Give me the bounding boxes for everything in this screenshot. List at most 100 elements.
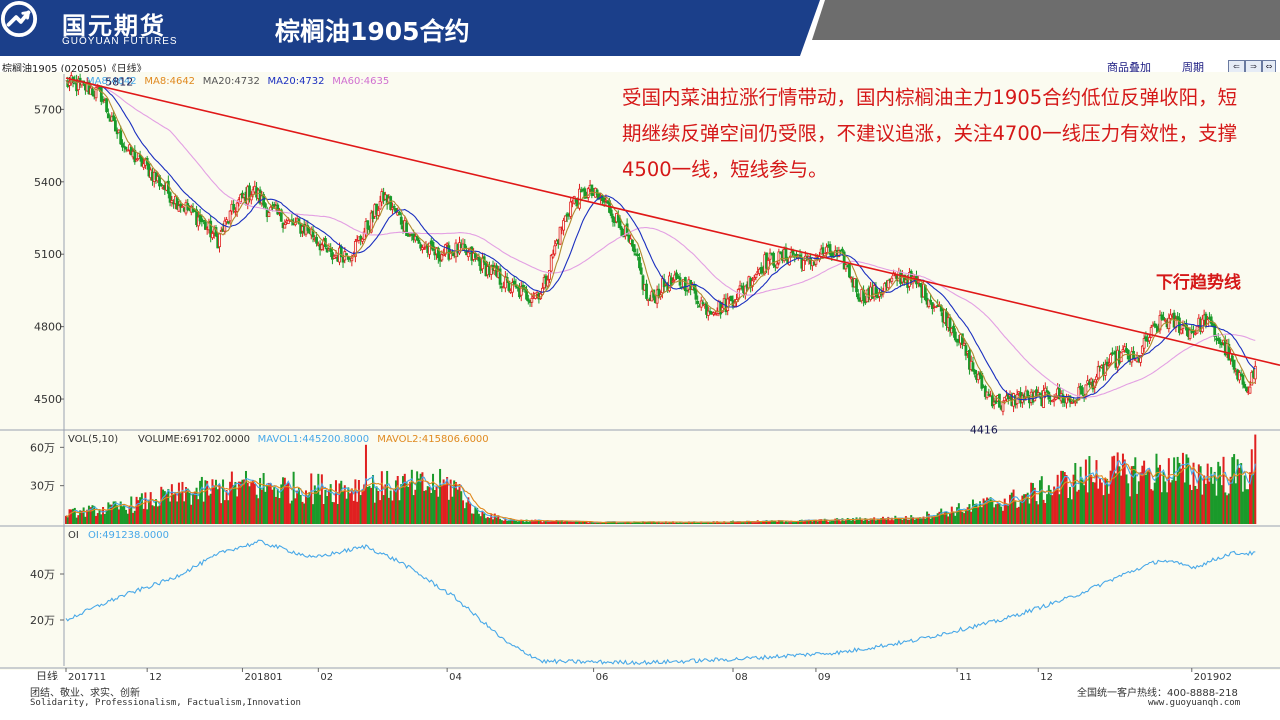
volume-bar	[1194, 485, 1197, 524]
candle-down	[114, 120, 117, 132]
volume-bar	[1007, 505, 1010, 524]
time-tick-label: 06	[596, 672, 609, 680]
volume-bar	[65, 515, 67, 524]
volume-bar	[149, 492, 152, 524]
volume-bar	[379, 500, 382, 524]
volume-bar	[1010, 492, 1013, 524]
candle-down	[948, 317, 952, 332]
volume-bar	[440, 485, 443, 524]
volume-bar	[476, 507, 479, 524]
candle-up	[466, 251, 470, 258]
volume-bar	[146, 509, 149, 524]
volume-bar	[375, 486, 378, 524]
volume-bar	[1039, 480, 1042, 524]
volume-bar	[604, 521, 607, 524]
futures-chart: 57005400510048004500KMA8:4642MA8:4642MA2…	[0, 71, 1280, 680]
candle-down	[399, 216, 403, 225]
candle-down	[994, 400, 998, 404]
candle-up	[927, 299, 931, 307]
price-tick-label: 4800	[34, 321, 62, 334]
volume-bar	[516, 521, 519, 524]
candle-up	[736, 289, 740, 299]
volume-bar	[439, 468, 442, 524]
volume-bar	[677, 522, 680, 524]
volume-legend-item: MAVOL1:445200.8000	[258, 434, 369, 445]
volume-bar	[507, 520, 510, 524]
candle-down	[729, 295, 733, 302]
volume-bar	[430, 492, 433, 524]
volume-bar	[652, 521, 655, 524]
volume-bar	[364, 444, 367, 524]
volume-bar	[282, 477, 285, 524]
slide-title: 棕榈油1905合约	[275, 17, 470, 46]
volume-bar	[903, 517, 906, 524]
volume-bar	[874, 520, 877, 524]
candle-up	[443, 244, 447, 255]
candle-down	[202, 219, 206, 222]
candle-down	[1061, 394, 1065, 403]
volume-bar	[929, 518, 932, 524]
volume-bar	[754, 521, 757, 524]
volume-bar	[959, 510, 962, 524]
volume-bar	[643, 521, 646, 524]
candle-up	[440, 254, 444, 261]
volume-bar	[1033, 487, 1036, 524]
volume-bar	[269, 483, 272, 524]
period-label: 日线	[36, 669, 58, 680]
candle-up	[481, 257, 484, 270]
volume-bar	[285, 484, 288, 524]
candle-down	[226, 221, 230, 224]
candle-down	[675, 272, 678, 279]
candle-up	[1109, 354, 1113, 364]
volume-bar	[906, 519, 909, 524]
volume-bar	[569, 521, 572, 524]
volume-bar	[922, 516, 925, 524]
volume-bar	[1074, 462, 1077, 524]
volume-bar	[184, 487, 187, 524]
volume-bar	[135, 496, 138, 524]
candle-up	[267, 212, 271, 218]
volume-bar	[454, 482, 457, 524]
volume-bar	[829, 521, 832, 524]
candle-down	[645, 283, 648, 299]
volume-bar	[340, 480, 343, 524]
candle-down	[930, 302, 934, 310]
candle-up	[1103, 363, 1107, 376]
volume-bar	[1076, 491, 1079, 524]
volume-bar	[493, 513, 496, 524]
volume-bar	[830, 519, 833, 524]
volume-bar	[846, 518, 849, 524]
volume-bar	[137, 500, 140, 524]
volume-bar	[421, 472, 424, 524]
volume-bar	[266, 485, 269, 524]
footer-website[interactable]: www.guoyuanqh.com	[1148, 698, 1241, 708]
volume-bar	[384, 484, 387, 524]
volume-bar	[481, 510, 484, 524]
volume-bar	[370, 487, 373, 524]
volume-bar	[394, 480, 397, 524]
volume-bar	[871, 518, 874, 524]
volume-bar	[749, 521, 752, 524]
volume-bar	[389, 490, 392, 524]
volume-bar	[308, 491, 311, 524]
volume-bar	[1093, 482, 1096, 524]
volume-bar	[747, 520, 750, 524]
time-tick-label: 201801	[244, 672, 282, 680]
volume-bar	[204, 480, 207, 524]
volume-bar	[977, 507, 980, 524]
volume-bar	[769, 521, 772, 524]
volume-bar	[943, 512, 946, 524]
volume-bar	[349, 493, 352, 524]
period-button[interactable]: 周期	[1182, 61, 1204, 74]
volume-bar	[336, 503, 339, 524]
volume-bar	[583, 521, 586, 524]
overlay-commodity-button[interactable]: 商品叠加	[1107, 61, 1151, 74]
volume-bar	[72, 508, 75, 524]
ma8-line	[65, 79, 1256, 404]
volume-bar	[1086, 492, 1089, 524]
volume-bar	[1196, 488, 1199, 524]
volume-bar	[1053, 486, 1056, 524]
volume-bar	[396, 475, 399, 524]
volume-bar	[1203, 475, 1206, 524]
volume-bar	[896, 518, 899, 524]
